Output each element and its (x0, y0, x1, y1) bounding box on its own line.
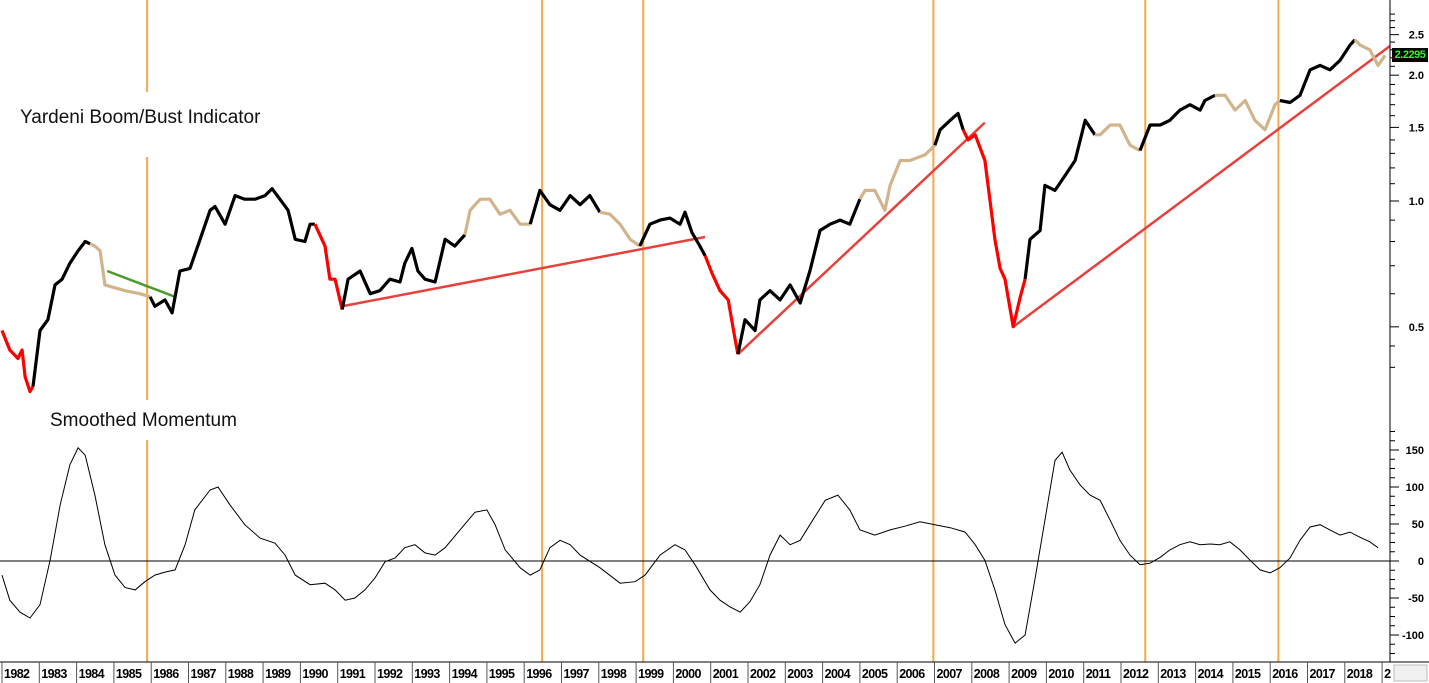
trendline (1012, 41, 1396, 328)
indicator-line-segment (528, 188, 602, 225)
year-label: 1998 (601, 667, 627, 681)
year-label: 1999 (638, 667, 664, 681)
momentum-tick-label: -50 (1408, 593, 1424, 605)
year-label: 1995 (489, 667, 515, 681)
indicator-line-segment (638, 210, 707, 257)
year-label: 2001 (713, 667, 739, 681)
year-label: 1986 (153, 667, 179, 681)
momentum-tick-label: -100 (1402, 630, 1424, 642)
price-tick-label: 1.5 (1409, 122, 1424, 134)
indicator-line-segment (1353, 38, 1387, 67)
momentum-tick-label: 150 (1406, 445, 1424, 457)
year-label: 2 (1384, 667, 1391, 681)
indicator-line-segment (736, 198, 862, 355)
price-tick-label: 2.5 (1409, 30, 1424, 42)
year-label: 1994 (452, 667, 478, 681)
indicator-line-segment (340, 233, 467, 310)
price-tick-label: 0.5 (1409, 322, 1424, 334)
year-label: 1987 (191, 667, 217, 681)
year-label: 2016 (1272, 667, 1298, 681)
indicator-line-segment (463, 197, 531, 236)
indicator-line-segment (961, 129, 1027, 329)
trendline (341, 235, 706, 308)
right-axis-background (1390, 0, 1429, 662)
momentum-tick-label: 0 (1418, 556, 1424, 568)
momentum-tick-label: 100 (1406, 482, 1424, 494)
year-label: 1990 (302, 667, 328, 681)
year-label: 2014 (1198, 667, 1224, 681)
indicator-line-segment (599, 210, 641, 248)
year-label: 1991 (340, 667, 366, 681)
year-label: 2003 (787, 667, 813, 681)
year-label: 2009 (1011, 667, 1037, 681)
indicator-line-segment (89, 242, 151, 299)
price-tick-label: 2.0 (1409, 70, 1424, 82)
year-label: 2012 (1123, 667, 1149, 681)
indicator-panel-title: Yardeni Boom/Bust Indicator (20, 107, 261, 128)
year-label: 1984 (79, 667, 105, 681)
momentum-panel-title: Smoothed Momentum (50, 410, 237, 431)
year-label: 1985 (116, 667, 142, 681)
year-label: 1982 (4, 667, 30, 681)
indicator-line-segment (1094, 123, 1141, 153)
year-label: 1996 (526, 667, 552, 681)
year-label: 1983 (41, 667, 67, 681)
last-value-badge: 2.2295 (1392, 48, 1428, 62)
year-label: 2000 (675, 667, 701, 681)
indicator-line-segment (933, 111, 965, 146)
price-tick-label: 1.0 (1409, 196, 1424, 208)
indicator-line-segment (148, 187, 315, 315)
trendline (737, 121, 986, 356)
year-label: 2017 (1310, 667, 1336, 681)
year-label: 2010 (1048, 667, 1074, 681)
year-label: 1989 (265, 667, 291, 681)
indicator-line-segment (31, 239, 91, 387)
year-label: 2011 (1086, 667, 1111, 681)
year-label: 2007 (937, 667, 963, 681)
year-label: 2002 (750, 667, 776, 681)
trendline (106, 269, 176, 298)
year-label: 2008 (974, 667, 1000, 681)
year-label: 2015 (1235, 667, 1261, 681)
year-label: 2006 (899, 667, 925, 681)
indicator-line-segment (313, 223, 344, 310)
indicator-line-segment (858, 144, 937, 212)
year-label: 2005 (862, 667, 888, 681)
indicator-line-segment (0, 329, 35, 394)
indicator-line-segment (1138, 93, 1216, 152)
year-label: 2013 (1160, 667, 1186, 681)
indicator-line-segment (703, 255, 740, 355)
year-label: 2018 (1347, 667, 1373, 681)
indicator-line-segment (1023, 118, 1097, 280)
year-label: 1997 (564, 667, 590, 681)
momentum-tick-label: 50 (1412, 519, 1424, 531)
indicator-line-segment (1215, 93, 1281, 132)
date-axis-scroll-box (1393, 664, 1428, 682)
year-label: 1988 (228, 667, 254, 681)
indicator-line-segment (1279, 38, 1357, 105)
year-label: 1993 (414, 667, 440, 681)
momentum-line (1, 446, 1379, 644)
year-label: 1992 (377, 667, 403, 681)
year-label: 2004 (825, 667, 851, 681)
date-axis-background (0, 662, 1429, 683)
